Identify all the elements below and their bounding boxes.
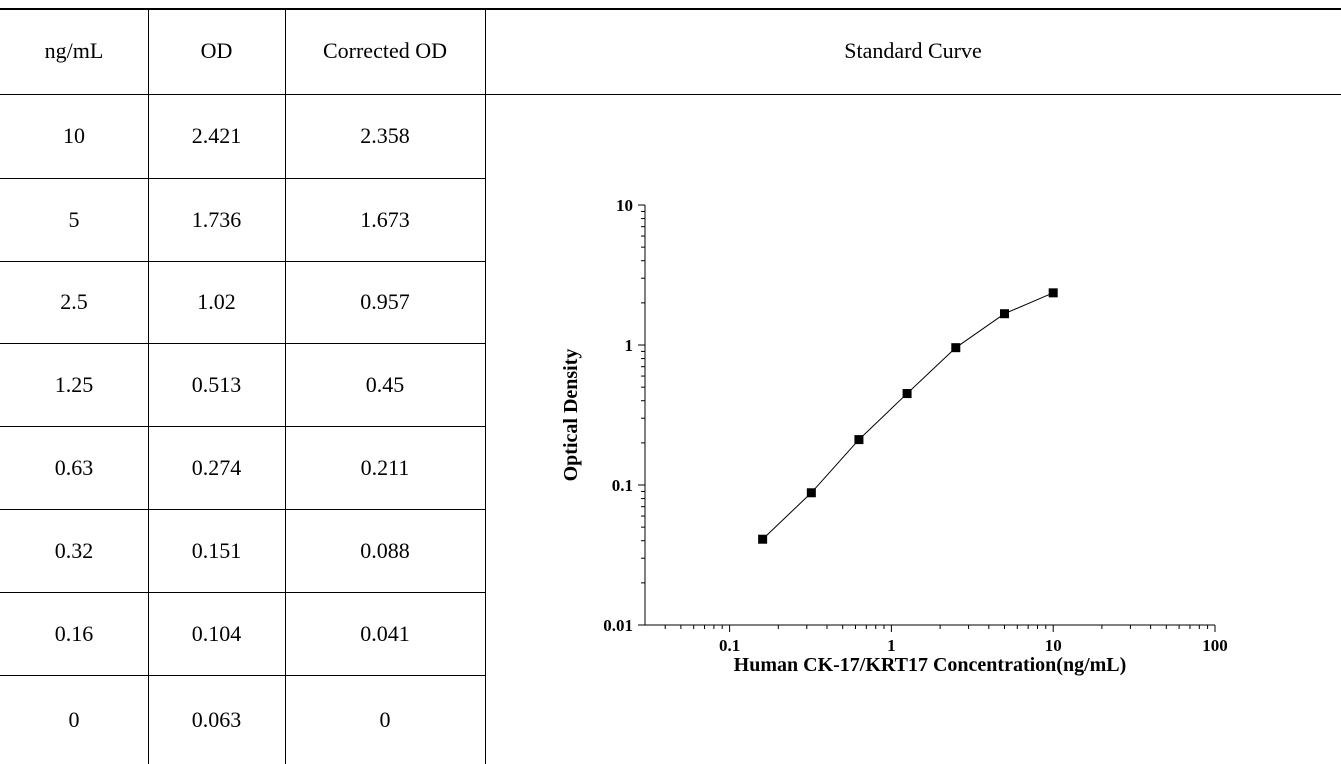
table-cell: 0.211 <box>360 454 410 480</box>
series-line <box>762 292 1054 540</box>
table-cell: 10 <box>63 123 85 148</box>
data-point-marker <box>999 309 1009 319</box>
table-cell: 1.02 <box>197 289 236 314</box>
y-tick-label: 0.1 <box>612 476 633 495</box>
row-divider <box>0 675 485 676</box>
column-header: ng/mL <box>44 38 104 63</box>
table-cell: 0 <box>68 706 80 732</box>
table-cell: 0.16 <box>54 620 94 646</box>
data-point-marker <box>902 389 912 399</box>
table-cell: 0.32 <box>54 537 94 563</box>
column-divider <box>148 8 149 764</box>
table-cell: 1.673 <box>360 206 410 232</box>
y-tick-label: 0.01 <box>603 616 633 635</box>
x-tick-label: 1 <box>887 636 896 655</box>
table-cell: 2.5 <box>60 289 88 314</box>
table-cell: 0.513 <box>191 371 242 397</box>
column-header: Corrected OD <box>322 38 447 63</box>
table-cell: 1.736 <box>191 206 242 232</box>
table-cell: 0.45 <box>365 371 405 397</box>
column-divider <box>485 8 486 764</box>
column-header: OD <box>200 38 233 63</box>
table-cell: 2.421 <box>191 123 242 148</box>
x-tick-label: 100 <box>1202 636 1228 655</box>
x-tick-label: 10 <box>1045 636 1062 655</box>
chart-panel-header: Standard Curve <box>844 38 982 63</box>
table-cell: 0.151 <box>191 537 242 563</box>
column-divider <box>285 8 286 764</box>
row-divider <box>0 509 485 510</box>
table-cell: 5 <box>68 206 80 232</box>
table-cell: 0.088 <box>360 537 410 563</box>
row-divider <box>0 261 485 262</box>
y-tick-label: 10 <box>616 196 633 215</box>
table-cell: 0.957 <box>360 289 410 314</box>
table-cell: 0.274 <box>191 454 242 480</box>
y-axis-label: Optical Density <box>560 349 582 482</box>
table-cell: 2.358 <box>360 123 410 148</box>
x-tick-label: 0.1 <box>719 636 740 655</box>
y-tick-label: 1 <box>625 336 634 355</box>
data-point-marker <box>951 343 961 353</box>
table-cell: 1.25 <box>54 371 94 397</box>
row-divider <box>0 343 485 344</box>
table-cell: 0.041 <box>360 620 410 646</box>
x-axis-label: Human CK-17/KRT17 Concentration(ng/mL) <box>734 654 1127 676</box>
data-point-marker <box>806 488 816 498</box>
table-cell: 0 <box>379 706 391 732</box>
table-cell: 0.63 <box>54 454 94 480</box>
data-point-marker <box>758 534 768 544</box>
data-point-marker <box>854 435 864 445</box>
row-divider <box>0 592 485 593</box>
table-cell: 0.104 <box>191 620 242 646</box>
row-divider <box>0 426 485 427</box>
row-divider <box>0 178 485 179</box>
table-top-border <box>0 8 1341 10</box>
data-point-marker <box>1048 288 1058 298</box>
header-bottom-border <box>0 94 1341 95</box>
table-cell: 0.063 <box>191 706 242 732</box>
